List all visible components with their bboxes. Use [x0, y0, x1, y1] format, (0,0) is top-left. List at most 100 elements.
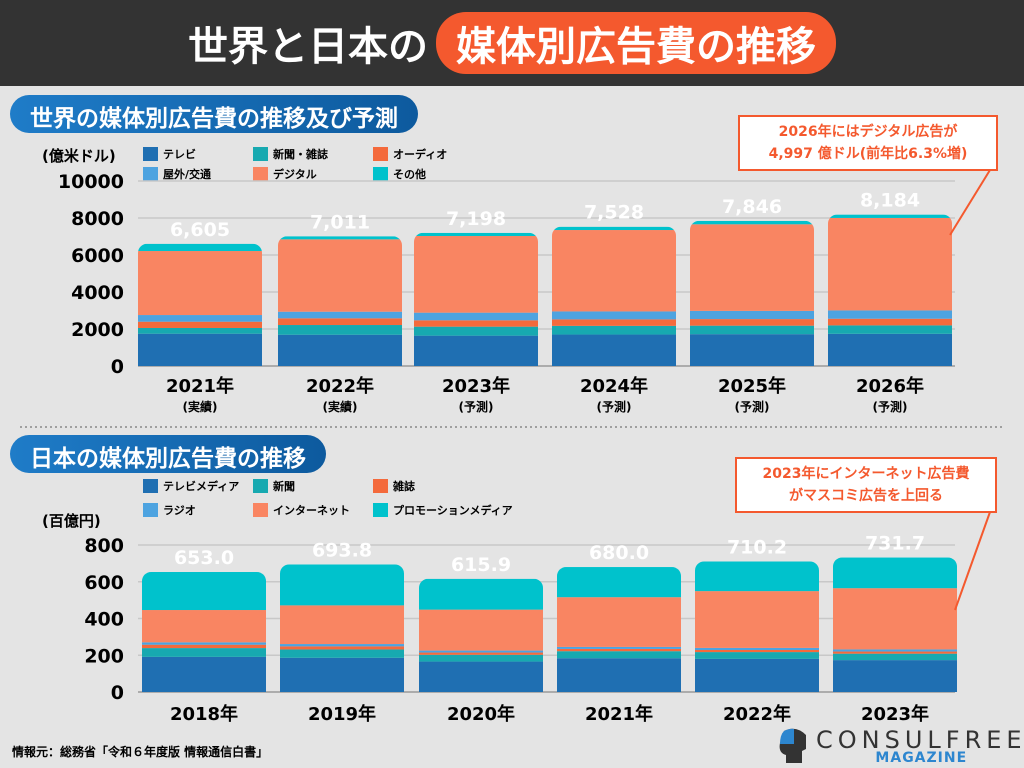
bar-segment: [138, 333, 262, 366]
bar-segment: [690, 325, 814, 335]
japan-unit: (百億円): [42, 512, 101, 530]
x-tick-label: 2023年: [861, 703, 929, 725]
bar-segment: [695, 561, 819, 592]
y-tick-label: 8000: [71, 208, 124, 230]
x-tick-label: 2025年: [718, 375, 786, 397]
x-tick-label: 2024年: [580, 375, 648, 397]
bar-segment: [278, 236, 402, 240]
bar-segment: [280, 564, 404, 606]
bar-segment: [552, 230, 676, 312]
callout-line: がマスコミ広告を上回る: [789, 488, 943, 504]
bar-segment: [833, 588, 957, 650]
legend-label: その他: [393, 168, 426, 181]
y-tick-label: 2000: [71, 319, 124, 341]
total-label: 680.0: [589, 542, 649, 564]
head-puzzle-icon: [779, 728, 806, 763]
bar-segment: [828, 214, 952, 218]
bar-segment: [557, 646, 681, 649]
bar-segment: [690, 319, 814, 326]
title-highlight: 媒体別広告費の推移: [436, 12, 836, 74]
logo: CONSULFREE MAGAZINE: [776, 726, 1024, 766]
bar-segment: [142, 648, 266, 657]
y-tick-label: 4000: [71, 282, 124, 304]
bar-segment: [557, 597, 681, 647]
legend-label: 新聞: [273, 480, 295, 493]
total-label: 6,605: [170, 219, 230, 241]
bar-segment: [419, 661, 543, 692]
bar-segment: [695, 647, 819, 650]
bar-segment: [419, 654, 543, 662]
x-tick-label: 2020年: [447, 703, 515, 725]
legend-label: デジタル: [273, 168, 317, 181]
x-subtick-label: (予測): [735, 399, 770, 414]
bar-segment: [695, 652, 819, 659]
y-tick-label: 0: [111, 682, 124, 704]
legend-swatch: [253, 147, 268, 161]
legend-swatch: [373, 503, 388, 517]
x-subtick-label: (実績): [183, 399, 218, 414]
legend-item: ラジオ: [143, 502, 196, 518]
total-label: 7,011: [310, 211, 370, 233]
legend-item: プロモーションメディア: [373, 502, 513, 518]
legend-swatch: [373, 479, 388, 493]
bar-segment: [419, 578, 543, 610]
bar-segment: [278, 325, 402, 335]
bar-segment: [833, 651, 957, 654]
y-tick-label: 400: [84, 609, 124, 631]
x-tick-label: 2022年: [306, 375, 374, 397]
bar-segment: [142, 644, 266, 649]
total-label: 653.0: [174, 547, 234, 569]
bar-segment: [690, 224, 814, 311]
bar-segment: [142, 572, 266, 611]
bar-segment: [280, 605, 404, 645]
bar-segment: [828, 333, 952, 366]
legend-swatch: [143, 479, 158, 493]
legend-item: 屋外/交通: [143, 166, 211, 182]
bar-segment: [552, 226, 676, 231]
legend-swatch: [373, 167, 388, 181]
x-tick-label: 2023年: [442, 375, 510, 397]
bar-segment: [414, 335, 538, 366]
legend-item: 新聞・雑誌: [253, 146, 328, 162]
bar-segment: [419, 652, 543, 655]
world-heading: 世界の媒体別広告費の推移及び予測: [10, 95, 418, 133]
bar-segment: [690, 220, 814, 225]
y-tick-label: 0: [111, 356, 124, 378]
bar-segment: [280, 646, 404, 650]
legend-item: インターネット: [253, 502, 350, 518]
bar-segment: [278, 239, 402, 312]
bar-segment: [419, 609, 543, 651]
japan-heading: 日本の媒体別広告費の推移: [10, 435, 326, 473]
legend-label: テレビ: [163, 148, 196, 161]
x-subtick-label: (予測): [459, 399, 494, 414]
legend-item: 新聞: [253, 478, 295, 494]
total-label: 693.8: [312, 539, 372, 561]
bar-segment: [278, 311, 402, 319]
bar-segment: [142, 642, 266, 645]
x-tick-label: 2021年: [166, 375, 234, 397]
total-label: 8,184: [860, 190, 920, 212]
legend-label: オーディオ: [393, 148, 448, 161]
legend-swatch: [253, 479, 268, 493]
x-tick-label: 2022年: [723, 703, 791, 725]
bar-segment: [833, 557, 957, 589]
legend-label: ラジオ: [163, 504, 196, 517]
callout-pointer: [949, 169, 991, 236]
callout-line: 2023年にインターネット広告費: [762, 466, 970, 482]
bar-segment: [690, 310, 814, 320]
legend-label: 新聞・雑誌: [273, 148, 328, 161]
y-tick-label: 600: [84, 572, 124, 594]
x-tick-label: 2018年: [170, 703, 238, 725]
x-tick-label: 2019年: [308, 703, 376, 725]
x-tick-label: 2021年: [585, 703, 653, 725]
bar-segment: [280, 649, 404, 658]
bar-segment: [142, 610, 266, 643]
legend-item: その他: [373, 166, 426, 182]
bar-segment: [828, 310, 952, 319]
bar-segment: [557, 567, 681, 598]
bar-segment: [280, 657, 404, 692]
callout-line: 2026年にはデジタル広告が: [778, 124, 958, 140]
bar-segment: [414, 326, 538, 336]
callout-line: 4,997 億ドル(前年比6.3%増): [768, 146, 968, 162]
logo-sub: MAGAZINE: [875, 750, 968, 766]
